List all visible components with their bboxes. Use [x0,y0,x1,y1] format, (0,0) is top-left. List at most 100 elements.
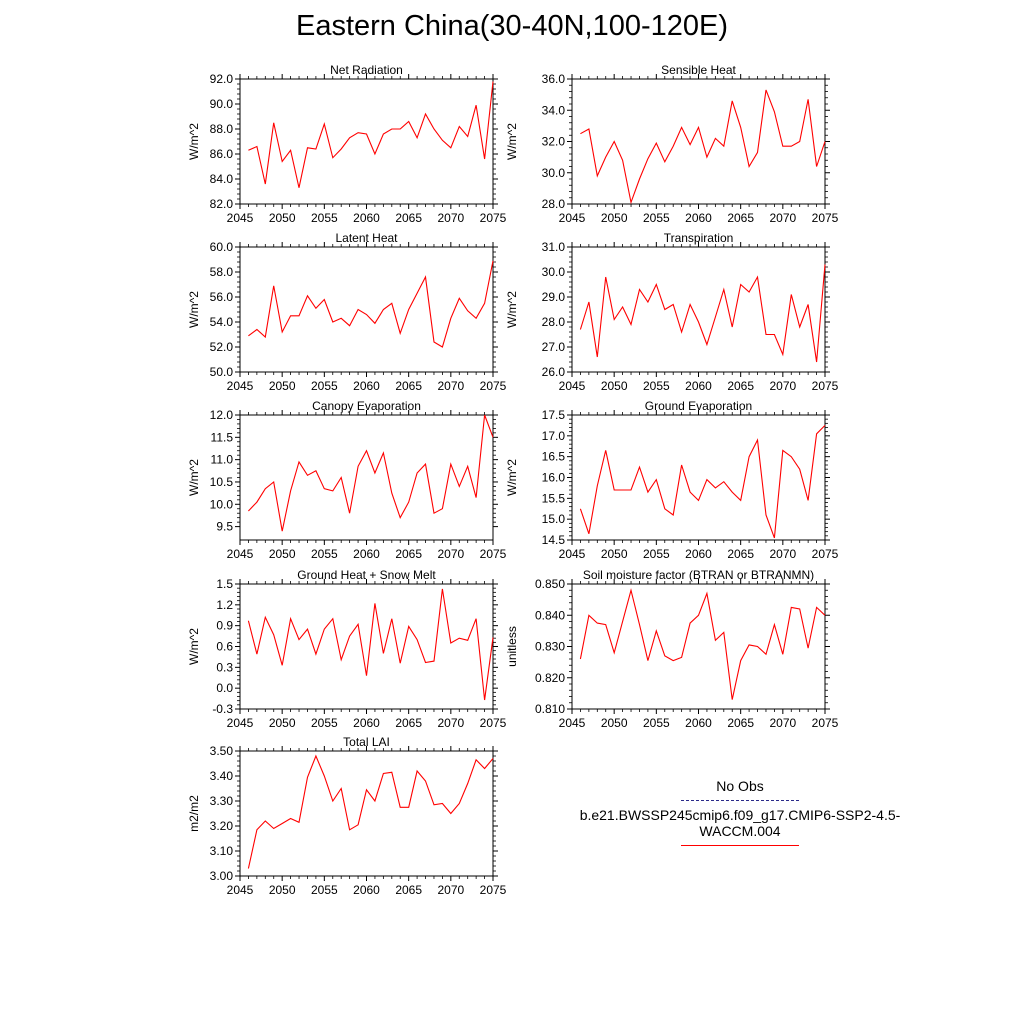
x-tick-label: 2075 [812,716,839,730]
panel-1: Net Radiation W/m^2 82.0 84.0 86.0 88.0 90.0 92… [187,63,507,225]
y-tick-label: 17.5 [542,408,566,422]
y-tick-label: 28.0 [542,197,566,211]
y-tick-label: -0.3 [212,702,233,716]
y-tick-label: 15.5 [542,491,566,505]
x-tick-label: 2055 [311,547,338,561]
figure-title: Eastern China(30-40N,100-120E) [295,10,729,42]
x-tick-label: 2050 [269,211,296,225]
x-tick-label: 2060 [685,379,712,393]
x-tick-label: 2045 [227,211,254,225]
y-tick-label: 90.0 [210,97,234,111]
x-tick-label: 2055 [643,379,670,393]
legend-obs-label: No Obs [716,778,764,794]
x-tick-label: 2065 [727,379,754,393]
panel-7: Ground Heat + Snow Melt W/m^2 -0.3 0.0 0.3 0.… [187,568,507,730]
panel-title: Net Radiation [330,63,403,77]
x-tick-label: 2045 [227,379,254,393]
x-tick-label: 2060 [353,883,380,897]
series-line [247,754,494,869]
x-tick-label: 2075 [812,547,839,561]
y-axis-label: m2/m2 [187,795,201,832]
y-tick-label: 0.830 [535,640,565,654]
panel-frame [239,583,494,710]
y-tick-label: 0.850 [535,577,565,591]
y-axis-label: W/m^2 [187,628,201,665]
x-tick-label: 2045 [559,379,586,393]
y-tick-label: 12.0 [210,408,234,422]
series-line [579,425,826,539]
y-tick-label: 60.0 [210,240,234,254]
y-tick-label: 27.0 [542,340,566,354]
x-tick-label: 2065 [395,883,422,897]
series-line [580,89,826,205]
series-line [248,260,494,348]
legend: No Obs b.e21.BWSSP245cmip6.f09_g17.CMIP6… [540,778,940,852]
x-tick-label: 2070 [769,379,796,393]
y-tick-label: 10.5 [210,475,234,489]
x-tick-label: 2055 [311,716,338,730]
panel-title: Soil moisture factor (BTRAN or BTRANMN) [583,568,814,582]
x-tick-label: 2075 [812,211,839,225]
y-tick-label: 30.0 [542,166,566,180]
panel-5: Canopy Evaporation W/m^2 9.5 10.0 10.5 11.0 11… [187,399,507,561]
y-tick-label: 17.0 [542,429,566,443]
panel-frame [571,583,826,710]
x-tick-label: 2070 [437,379,464,393]
x-tick-label: 2050 [601,547,628,561]
y-tick-label: 11.0 [211,453,234,467]
panel-title: Ground Heat + Snow Melt [297,568,436,582]
x-tick-label: 2050 [269,883,296,897]
x-tick-label: 2055 [643,547,670,561]
x-tick-label: 2045 [227,547,254,561]
x-tick-label: 2060 [353,211,380,225]
y-tick-label: 0.840 [535,608,565,622]
panel-frame [239,750,494,877]
y-tick-label: 3.00 [210,869,234,883]
x-tick-label: 2045 [559,547,586,561]
y-tick-label: 54.0 [210,315,234,329]
legend-obs-line [681,800,799,801]
panel-title: Ground Evaporation [645,399,752,413]
panel-title: Latent Heat [335,231,398,245]
y-axis-label: W/m^2 [505,291,519,328]
y-axis-label: W/m^2 [505,459,519,496]
series-line [579,264,826,363]
panel-frame [571,78,826,205]
y-tick-label: 3.30 [210,794,234,808]
x-tick-label: 2075 [812,379,839,393]
x-tick-label: 2050 [601,211,628,225]
y-tick-label: 15.0 [542,512,566,526]
x-tick-label: 2065 [727,716,754,730]
y-tick-label: 82.0 [210,197,234,211]
y-tick-label: 88.0 [210,122,234,136]
x-tick-label: 2070 [437,716,464,730]
y-tick-label: 36.0 [542,72,566,86]
x-tick-label: 2065 [727,547,754,561]
panel-frame [571,414,826,541]
x-tick-label: 2050 [269,379,296,393]
panel-6: Ground Evaporation W/m^2 14.5 15.0 15.5 16.0 1… [505,399,839,561]
y-tick-label: 84.0 [210,172,234,186]
panel-2: Sensible Heat W/m^2 28.0 30.0 32.0 34.0 36.0 20… [505,63,839,225]
x-tick-label: 2060 [353,379,380,393]
x-tick-label: 2050 [601,716,628,730]
x-tick-label: 2055 [311,379,338,393]
series-line [579,588,826,700]
x-tick-label: 2075 [480,883,507,897]
y-axis-label: W/m^2 [187,123,201,160]
x-tick-label: 2050 [269,716,296,730]
y-tick-label: 3.20 [210,819,234,833]
x-tick-label: 2075 [480,379,507,393]
x-tick-label: 2055 [643,211,670,225]
y-tick-label: 3.10 [210,844,234,858]
y-tick-label: 28.0 [542,315,566,329]
x-tick-label: 2065 [395,211,422,225]
x-tick-label: 2045 [227,883,254,897]
x-tick-label: 2045 [559,211,586,225]
panel-9: Total LAI m2/m2 3.00 3.10 3.20 3.30 3.40 3.50 20… [187,735,507,897]
y-axis-label: W/m^2 [505,123,519,160]
y-tick-label: 14.5 [542,533,566,547]
x-tick-label: 2055 [643,716,670,730]
y-axis-label: unitless [505,626,519,667]
